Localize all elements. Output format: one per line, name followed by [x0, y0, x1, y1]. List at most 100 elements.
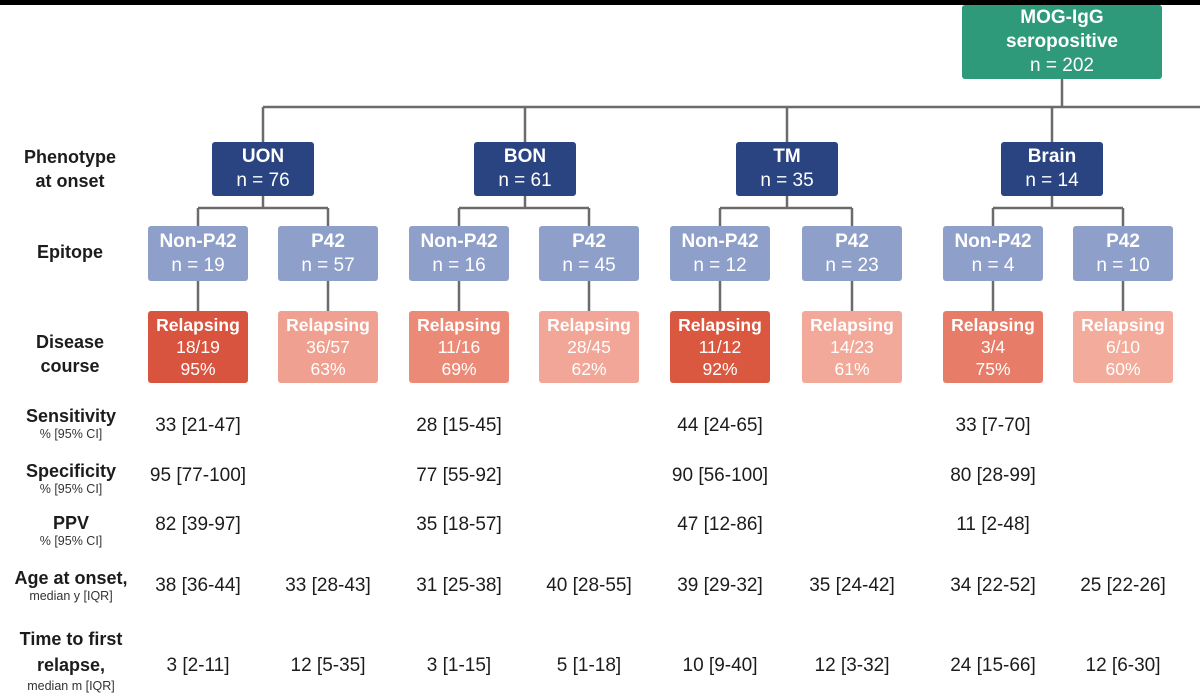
disease-course-node-4-line3: 92% [702, 359, 738, 379]
disease-course-node-5-line3: 61% [834, 359, 870, 379]
disease-course-node-4-line2: 11/12 [698, 337, 742, 357]
row-label-epitope-text: Epitope [37, 242, 103, 262]
stat-label-sub-4: median m [IQR] [27, 679, 115, 693]
stat-value-0-6: 33 [7-70] [955, 415, 1031, 436]
disease-course-node-7-line1: Relapsing [1081, 315, 1165, 335]
disease-course-node-3-line1: Relapsing [547, 315, 631, 335]
stat-value-3-6: 34 [22-52] [950, 575, 1036, 596]
stat-label-sub-1: % [95% CI] [39, 482, 103, 496]
stat-value-4-6: 24 [15-66] [950, 655, 1036, 676]
disease-course-node-0-line2: 18/19 [176, 337, 220, 357]
disease-course-node-0-line1: Relapsing [156, 315, 240, 335]
stat-label-0: Sensitivity% [95% CI] [0, 406, 142, 442]
stat-value-4-2: 3 [1-15] [426, 655, 492, 676]
stat-value-1-2: 77 [55-92] [416, 465, 502, 486]
phenotype-node-2-line2: n = 35 [760, 170, 814, 191]
epitope-node-5-line1: P42 [835, 230, 869, 252]
disease-course-node-1-line2: 36/57 [306, 337, 350, 357]
row-label-disease-line1: Disease [35, 332, 105, 352]
stat-value-0-2: 28 [15-45] [416, 415, 502, 436]
epitope-node-3: P42 n = 45 [539, 226, 639, 281]
epitope-node-4-line1: Non-P42 [681, 230, 759, 252]
stat-value-3-3: 40 [28-55] [546, 575, 632, 596]
epitope-node-7-line1: P42 [1106, 230, 1140, 252]
disease-course-node-2-line3: 69% [441, 359, 477, 379]
disease-course-node-5-line1: Relapsing [810, 315, 894, 335]
stat-value-0-4: 44 [24-65] [677, 415, 763, 436]
epitope-node-7-line2: n = 10 [1096, 254, 1150, 276]
epitope-node-6-line1: Non-P42 [954, 230, 1032, 252]
epitope-node-0: Non-P42 n = 19 [148, 226, 248, 281]
epitope-node-2-line1: Non-P42 [420, 230, 498, 252]
phenotype-node-3: Brain n = 14 [1001, 142, 1103, 196]
disease-course-node-2: Relapsing 11/16 69% [409, 311, 509, 383]
row-label-phenotype-line1: Phenotype [23, 147, 116, 167]
phenotype-node-1-line2: n = 61 [498, 170, 552, 191]
disease-course-node-4: Relapsing 11/12 92% [670, 311, 770, 383]
disease-course-node-3: Relapsing 28/45 62% [539, 311, 639, 383]
stat-label-main-0: Sensitivity [25, 406, 117, 426]
stat-value-2-0: 82 [39-97] [155, 514, 241, 535]
phenotype-node-0-line1: UON [241, 146, 285, 167]
disease-course-node-4-line1: Relapsing [678, 315, 762, 335]
epitope-node-6-line2: n = 4 [971, 254, 1015, 276]
disease-course-node-6: Relapsing 3/4 75% [943, 311, 1043, 383]
disease-course-node-1-line3: 63% [310, 359, 346, 379]
row-label-disease-course: Disease course [0, 330, 140, 378]
root-count: n = 202 [1030, 55, 1094, 76]
epitope-node-0-line1: Non-P42 [159, 230, 237, 252]
row-label-phenotype: Phenotype at onset [0, 145, 140, 193]
epitope-node-4-line2: n = 12 [693, 254, 747, 276]
epitope-node-1-line1: P42 [311, 230, 345, 252]
row-label-phenotype-line2: at onset [35, 171, 105, 191]
phenotype-node-2-line1: TM [773, 146, 801, 167]
phenotype-node-0: UON n = 76 [212, 142, 314, 196]
disease-course-node-0: Relapsing 18/19 95% [148, 311, 248, 383]
stat-label-2: PPV% [95% CI] [0, 513, 142, 549]
stat-label-3: Age at onset, median y [IQR] [0, 568, 142, 604]
disease-course-node-6-line1: Relapsing [951, 315, 1035, 335]
epitope-node-5: P42 n = 23 [802, 226, 902, 281]
epitope-node-4: Non-P42 n = 12 [670, 226, 770, 281]
stat-label-sub-3: median y [IQR] [29, 589, 113, 603]
stat-value-4-1: 12 [5-35] [290, 655, 366, 676]
epitope-node-5-line2: n = 23 [825, 254, 879, 276]
stat-value-3-0: 38 [36-44] [155, 575, 241, 596]
stat-value-3-7: 25 [22-26] [1080, 575, 1166, 596]
stat-value-1-4: 90 [56-100] [671, 465, 769, 486]
phenotype-node-0-line2: n = 76 [236, 170, 290, 191]
stat-value-2-6: 11 [2-48] [956, 514, 1030, 535]
disease-course-node-2-line2: 11/16 [437, 337, 481, 357]
phenotype-node-1-line1: BON [503, 146, 547, 167]
top-border [0, 0, 1200, 5]
epitope-node-0-line2: n = 19 [171, 254, 225, 276]
stat-label-4: Time to first relapse, median m [IQR] [0, 626, 142, 694]
stat-label-sub-2: % [95% CI] [39, 534, 103, 548]
root-title-line1: MOG-IgG [1020, 7, 1104, 28]
phenotype-node-3-line2: n = 14 [1025, 170, 1079, 191]
stat-value-4-7: 12 [6-30] [1085, 655, 1161, 676]
stat-label-main-4: Time to first relapse, [19, 629, 123, 675]
stat-value-4-5: 12 [3-32] [814, 655, 890, 676]
stat-label-main-3: Age at onset, [14, 568, 128, 588]
epitope-node-3-line1: P42 [572, 230, 606, 252]
stat-label-1: Specificity% [95% CI] [0, 461, 142, 497]
stat-label-sub-0: % [95% CI] [39, 427, 103, 441]
stat-value-3-1: 33 [28-43] [285, 575, 371, 596]
disease-course-node-5: Relapsing 14/23 61% [802, 311, 902, 383]
phenotype-node-3-line1: Brain [1027, 146, 1077, 167]
stat-label-main-2: PPV [52, 513, 90, 533]
disease-course-node-6-line2: 3/4 [980, 337, 1006, 357]
disease-course-node-7-line3: 60% [1105, 359, 1141, 379]
stat-value-3-2: 31 [25-38] [416, 575, 502, 596]
disease-course-node-3-line2: 28/45 [567, 337, 611, 357]
epitope-node-7: P42 n = 10 [1073, 226, 1173, 281]
epitope-node-3-line2: n = 45 [562, 254, 616, 276]
stat-value-1-0: 95 [77-100] [149, 465, 247, 486]
phenotype-node-2: TM n = 35 [736, 142, 838, 196]
stat-value-3-4: 39 [29-32] [677, 575, 763, 596]
stat-value-4-3: 5 [1-18] [556, 655, 622, 676]
stat-value-4-4: 10 [9-40] [682, 655, 758, 676]
stat-label-main-1: Specificity [25, 461, 117, 481]
disease-course-node-2-line1: Relapsing [417, 315, 501, 335]
